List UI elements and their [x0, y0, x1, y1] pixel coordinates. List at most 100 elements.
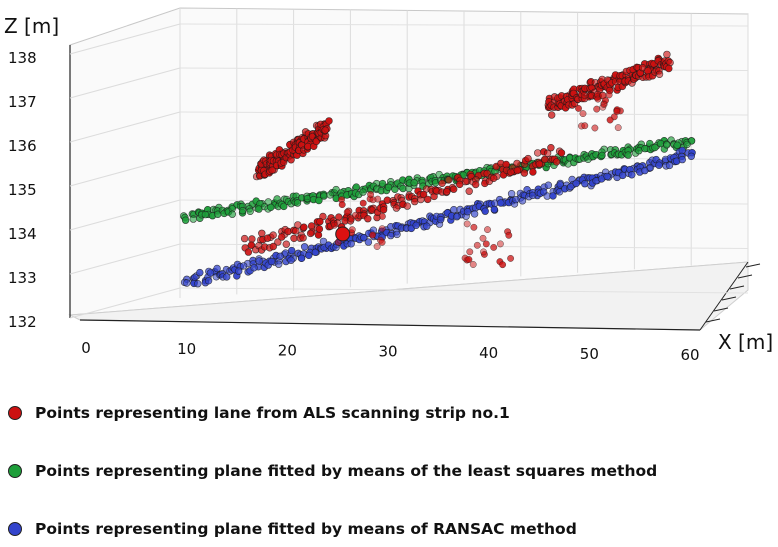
data-point: [567, 183, 575, 191]
z-tick-label: 136: [8, 137, 37, 155]
x-axis-line: [79, 319, 701, 331]
data-point: [655, 161, 663, 169]
data-point: [191, 273, 199, 281]
data-point: [267, 203, 275, 212]
data-point: [268, 166, 276, 174]
data-point: [267, 257, 276, 266]
data-point: [453, 213, 461, 221]
data-point: [497, 199, 505, 207]
data-point: [490, 205, 498, 214]
data-point: [306, 229, 315, 238]
data-point: [507, 190, 516, 198]
data-point: [544, 181, 553, 189]
data-point: [287, 256, 295, 264]
scatter-3d-plot: 0 10 20 30 40 50 60 132 133 134 135 136 137 138 Z [m]…: [4, 7, 773, 364]
y-axis-tick: [737, 274, 753, 279]
data-point: [238, 207, 247, 215]
x-tick-label: 10: [177, 340, 196, 358]
data-point: [206, 269, 215, 277]
data-point: [348, 226, 356, 234]
data-point: [513, 159, 521, 168]
data-point: [244, 248, 253, 256]
data-point: [490, 174, 498, 183]
data-point: [384, 183, 393, 192]
data-point: [613, 108, 621, 115]
legend-label: Points representing lane from ALS scanni…: [35, 404, 510, 422]
data-point: [378, 212, 386, 220]
data-point: [269, 231, 277, 239]
legend: Points representing lane from ALS scanni…: [8, 398, 768, 544]
data-point: [687, 152, 695, 161]
data-point: [297, 254, 306, 262]
data-point: [549, 192, 557, 200]
grid-line: [69, 243, 181, 275]
data-point: [472, 180, 480, 189]
data-point: [465, 256, 473, 263]
data-point: [316, 217, 324, 226]
data-point: [419, 190, 428, 199]
data-point: [359, 188, 367, 196]
y-axis-tick: [745, 263, 761, 268]
data-point: [410, 179, 418, 187]
data-point: [572, 179, 580, 188]
data-point: [391, 185, 399, 194]
data-point: [201, 210, 210, 219]
x-tick-label: 20: [278, 341, 297, 359]
data-point: [466, 248, 474, 256]
data-point: [513, 166, 522, 175]
data-point: [393, 230, 401, 239]
data-point: [367, 191, 375, 198]
data-point: [246, 207, 254, 216]
data-point: [663, 141, 671, 149]
data-point: [315, 225, 324, 233]
data-point: [239, 262, 248, 270]
data-point: [288, 246, 296, 255]
data-point: [378, 179, 387, 188]
grid-line: [69, 67, 181, 99]
data-point: [437, 215, 445, 224]
legend-item-least-squares: Points representing plane fitted by mean…: [8, 456, 768, 486]
data-point: [603, 172, 611, 181]
x-axis-label: X [m]: [718, 330, 773, 354]
grid-line: [179, 287, 749, 294]
data-point: [518, 197, 527, 205]
data-point: [461, 177, 470, 186]
data-point: [274, 238, 282, 246]
y-axis-tick: [705, 318, 721, 323]
x-tick-label: 0: [81, 339, 91, 357]
data-point: [347, 240, 355, 248]
data-point: [258, 229, 266, 238]
data-point: [665, 161, 674, 170]
data-point: [593, 105, 601, 113]
data-point: [602, 97, 609, 104]
data-point: [275, 260, 283, 268]
y-axis-line: [699, 261, 749, 331]
data-point: [325, 117, 333, 125]
data-point: [326, 191, 334, 199]
grid-line: [179, 23, 749, 27]
data-point: [373, 243, 381, 250]
legend-item-als-strip: Points representing lane from ALS scanni…: [8, 398, 768, 428]
data-point: [470, 223, 478, 231]
data-point: [364, 215, 372, 223]
data-point: [360, 233, 368, 242]
data-point: [463, 208, 472, 216]
data-point: [480, 248, 487, 256]
axis-panes: [68, 7, 761, 331]
data-point: [359, 199, 367, 207]
data-point: [228, 210, 237, 218]
x-tick-label: 40: [479, 344, 498, 362]
data-point: [411, 197, 419, 206]
legend-item-ransac: Points representing plane fitted by mean…: [8, 514, 768, 544]
data-point: [628, 171, 636, 179]
data-point: [552, 158, 561, 166]
data-point: [655, 70, 664, 79]
data-point: [278, 233, 286, 241]
grid-line: [69, 111, 181, 143]
data-point: [646, 164, 655, 172]
data-point: [364, 238, 373, 246]
data-point: [673, 141, 681, 149]
data-point: [240, 234, 249, 243]
data-point: [299, 234, 307, 242]
data-point: [651, 143, 659, 152]
